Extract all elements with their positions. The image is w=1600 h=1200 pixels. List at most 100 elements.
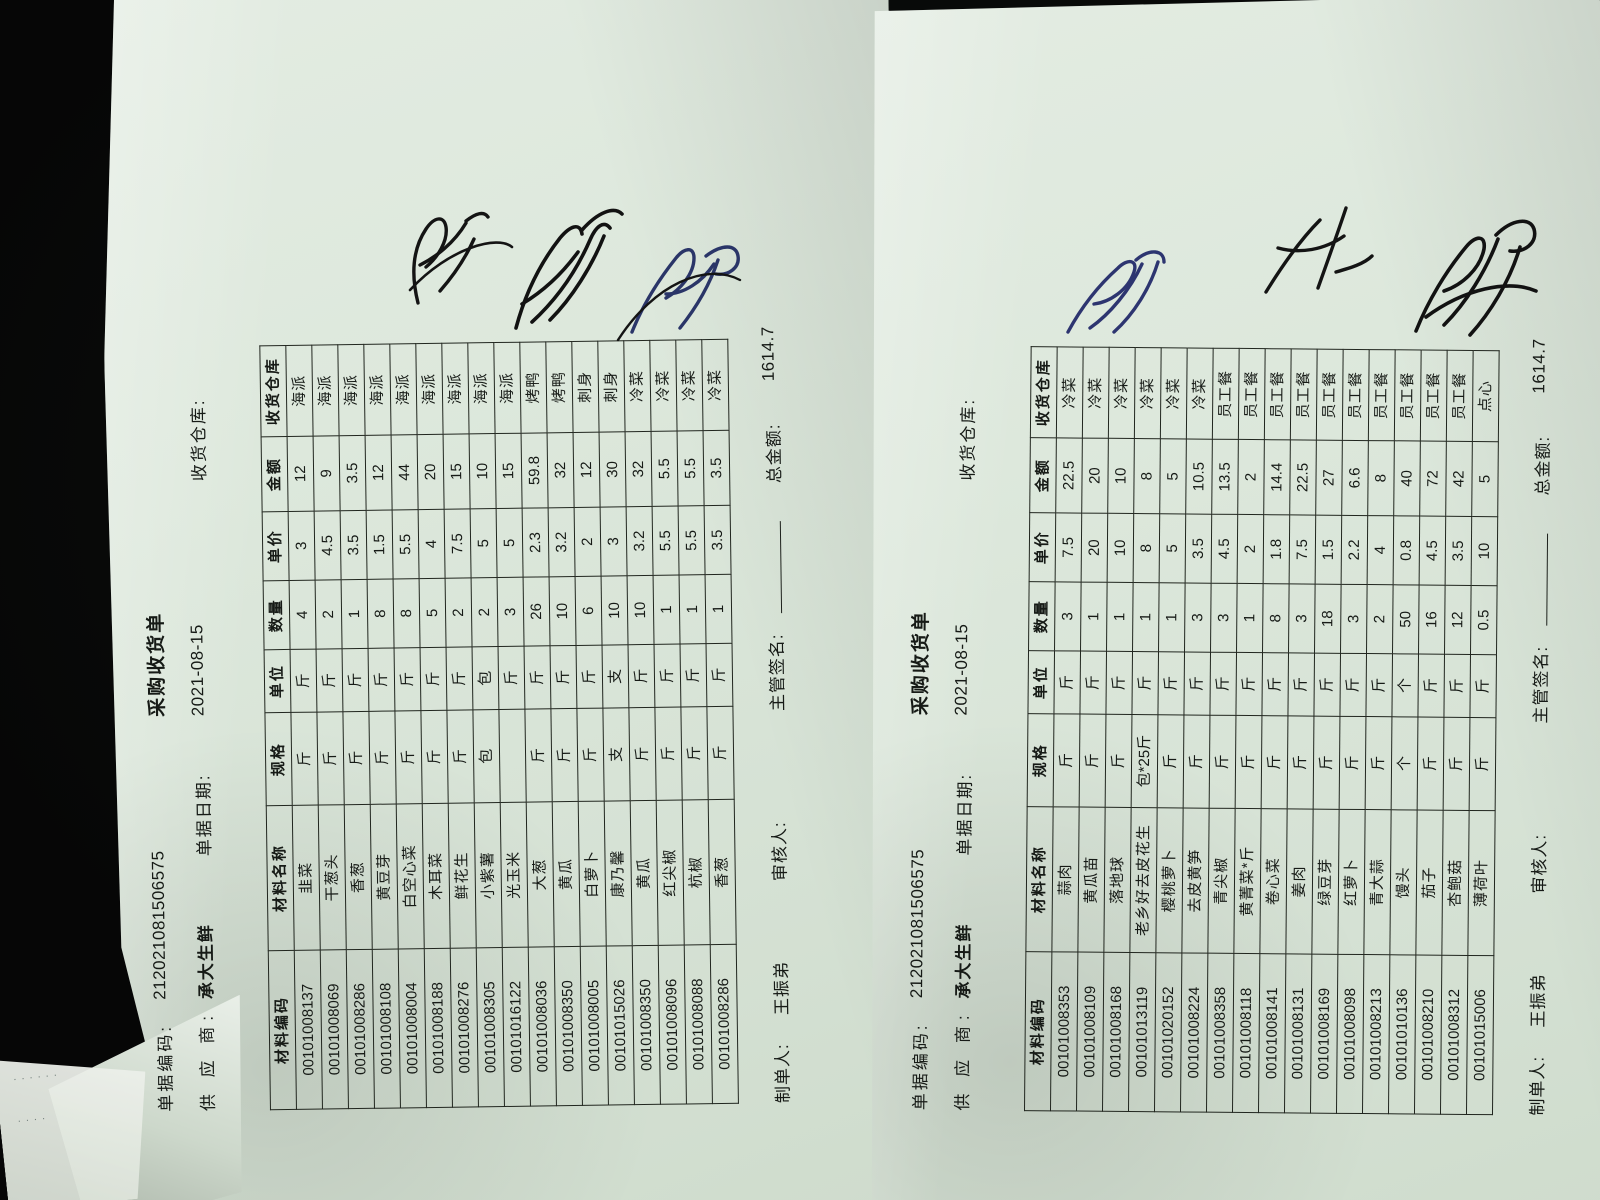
document-header-right: 单据编码: 212021081506575 采购收货单 供 应 商: 承大生鲜 … (900, 210, 1032, 1111)
date-label: 单据日期: (194, 773, 215, 857)
cell-name: 康乃馨 (604, 800, 633, 947)
warehouse-label: 收货仓库: (189, 398, 210, 482)
cell-warehouse: 冷菜 (1160, 347, 1188, 439)
cell-unit: 斤 (654, 643, 681, 708)
cell-warehouse: 冷菜 (1134, 347, 1162, 439)
cell-price: 7.5 (1055, 512, 1082, 583)
cell-unit: 斤 (1339, 653, 1367, 717)
cell-code: 00101008350 (554, 946, 583, 1106)
cell-code: 00101015026 (606, 945, 635, 1106)
maker-label: 制单人: (773, 1043, 793, 1104)
cell-name: 茄子 (1415, 810, 1444, 956)
cell-qty: 1 (653, 575, 681, 645)
cell-code: 00101008169 (1310, 954, 1338, 1114)
cell-name: 白空心菜 (396, 803, 425, 949)
cell-price: 5 (470, 508, 498, 578)
cell-unit: 包 (472, 646, 499, 710)
cell-unit: 斤 (316, 648, 343, 713)
cell-qty: 2 (315, 579, 343, 650)
cell-warehouse: 冷菜 (649, 340, 678, 432)
cell-name: 落地球 (1103, 807, 1132, 953)
cell-unit: 斤 (1287, 652, 1315, 717)
cell-price: 5 (496, 508, 524, 578)
cell-price: 4.5 (1211, 514, 1238, 584)
cell-unit: 斤 (498, 646, 525, 710)
cell-name: 香葱 (344, 804, 373, 950)
cell-amount: 44 (391, 434, 419, 511)
col-header-amount: 金额 (1029, 437, 1057, 513)
cell-unit: 斤 (524, 645, 551, 710)
cell-spec: 斤 (342, 711, 371, 805)
cell-code: 00101016122 (502, 947, 531, 1107)
cell-unit: 斤 (342, 648, 369, 712)
cell-warehouse: 冷菜 (623, 340, 652, 432)
cell-spec: 支 (602, 707, 631, 802)
date-value: 2021-08-15 (187, 624, 208, 717)
cell-spec: 斤 (654, 706, 683, 801)
cell-spec: 个 (1391, 716, 1418, 811)
cell-spec: 斤 (1053, 713, 1080, 808)
cell-price: 3 (600, 506, 628, 577)
warehouse-label: 收货仓库: (958, 397, 979, 481)
cell-price: 3 (288, 511, 316, 581)
cell-qty: 3 (1184, 582, 1212, 653)
cell-name: 大葱 (526, 801, 555, 948)
cell-qty: 12 (1444, 585, 1472, 655)
cell-code: 00101008312 (1440, 955, 1468, 1115)
cell-warehouse: 海派 (493, 342, 522, 434)
cell-spec: 斤 (1079, 714, 1106, 808)
cell-name: 木耳菜 (422, 803, 451, 949)
cell-amount: 12 (287, 436, 315, 512)
col-header-spec: 规格 (1027, 713, 1054, 807)
cell-name: 姜肉 (1285, 808, 1314, 955)
cell-spec: 斤 (576, 708, 605, 802)
cell-code: 00101008213 (1362, 954, 1390, 1114)
supplier-value: 承大生鲜 (953, 922, 974, 999)
cell-name: 馒头 (1389, 809, 1418, 955)
cell-price: 7.5 (1289, 514, 1316, 585)
col-header-unit: 单位 (264, 649, 291, 713)
doc-code-value: 212021081506575 (906, 848, 928, 999)
cell-unit: 斤 (1183, 651, 1211, 716)
cell-price: 3.5 (340, 510, 368, 580)
cell-name: 红尖椒 (656, 799, 685, 946)
cell-warehouse: 海派 (467, 342, 496, 434)
cell-code: 00101008098 (1336, 954, 1364, 1114)
cell-amount: 10.5 (1185, 438, 1213, 515)
document-title: 采购收货单 (910, 610, 933, 716)
col-header-spec: 规格 (264, 712, 293, 806)
manager-label: 主管签名: (1531, 645, 1552, 724)
cell-warehouse: 冷菜 (1082, 347, 1110, 439)
cell-price: 2.3 (522, 507, 550, 578)
cell-amount: 8 (1133, 438, 1161, 514)
cell-amount: 5 (1471, 441, 1499, 517)
supplier-label: 供 应 商: (952, 1009, 973, 1111)
cell-amount: 5 (1159, 438, 1187, 514)
cell-amount: 12 (365, 435, 393, 511)
cell-warehouse: 海派 (389, 343, 418, 436)
cell-unit: 斤 (1365, 653, 1393, 717)
cell-amount: 2 (1237, 439, 1265, 515)
receipt-document-left: 单据编码: 212021081506575 采购收货单 供 应 商: 承大生鲜 … (133, 203, 793, 1112)
cell-warehouse: 冷菜 (1056, 346, 1084, 439)
cell-warehouse: 海派 (415, 343, 444, 435)
manager-label: 主管签名: (767, 633, 788, 712)
cell-price: 1.8 (1263, 514, 1290, 584)
cell-warehouse: 海派 (311, 344, 340, 437)
cell-price: 2 (1237, 514, 1264, 584)
cell-price: 5 (1159, 513, 1186, 583)
cell-amount: 22.5 (1055, 437, 1083, 514)
checker-label: 审核人: (770, 821, 790, 882)
cell-price: 10 (1107, 513, 1134, 583)
cell-price: 7.5 (444, 508, 472, 579)
cell-qty: 2 (445, 577, 473, 648)
cell-price: 5.5 (392, 509, 420, 579)
cell-warehouse: 员工餐 (1238, 348, 1266, 440)
col-header-warehouse: 收货仓库 (1030, 346, 1058, 438)
cell-spec: 斤 (1157, 714, 1184, 808)
cell-qty: 1 (1080, 582, 1108, 652)
cell-qty: 1 (1106, 582, 1134, 652)
cell-name: 黄瓜苗 (1077, 807, 1106, 953)
cell-code: 00101008286 (710, 944, 739, 1104)
cell-name: 卷心菜 (1259, 808, 1288, 954)
